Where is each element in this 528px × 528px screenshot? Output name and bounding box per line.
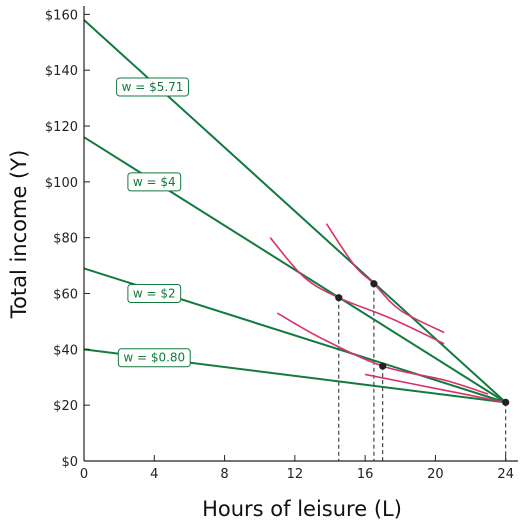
wage-label: w = $0.80 [117, 348, 191, 368]
wage-label: w = $2 [127, 284, 182, 304]
y-tick-label: $160 [45, 8, 78, 23]
optimum-point [379, 362, 387, 370]
budget-lines [83, 19, 507, 404]
x-axis-title: Hours of leisure (L) [202, 497, 402, 521]
y-ticks: $0 $20 $40 $60 $80 $100 $120 $140 $160 [45, 8, 90, 470]
wage-label: w = $4 [127, 172, 182, 192]
wage-label-box [117, 348, 191, 368]
x-tick-label: 12 [287, 467, 304, 482]
y-tick-label: $100 [45, 176, 78, 191]
wage-label-text: w = $5.71 [122, 80, 184, 94]
budget-line [83, 19, 507, 404]
y-tick-label: $140 [45, 64, 78, 79]
x-tick-label: 0 [80, 467, 88, 482]
wage-label-text: w = $4 [133, 175, 176, 189]
x-tick-label: 8 [220, 467, 228, 482]
wage-label-box [127, 284, 182, 304]
axes [83, 6, 518, 462]
x-tick-label: 20 [427, 467, 444, 482]
wage-label-box [127, 172, 182, 192]
y-tick-label: $120 [45, 120, 78, 135]
wage-labels: w = $5.71 w = $4 w = $2 w = $0.80 [116, 77, 191, 368]
wage-label-text: w = $2 [133, 287, 176, 301]
y-axis-title: Total income (Y) [7, 150, 31, 320]
wage-label-box [116, 77, 189, 97]
x-tick-label: 24 [497, 467, 514, 482]
y-tick-label: $0 [61, 455, 78, 470]
indifference-curves [269, 223, 506, 404]
optimum-point [370, 280, 378, 288]
indifference-curve [269, 237, 445, 345]
x-tick-label: 16 [357, 467, 374, 482]
indifference-curve [364, 373, 506, 404]
wage-label: w = $5.71 [116, 77, 189, 97]
guide-lines [338, 283, 507, 461]
optimum-point [335, 294, 343, 302]
y-tick-label: $60 [53, 288, 78, 303]
y-tick-label: $20 [53, 399, 78, 414]
x-ticks: 0 4 8 12 16 20 24 [80, 455, 514, 482]
wage-label-text: w = $0.80 [123, 351, 185, 365]
optimal-points [335, 280, 510, 406]
y-tick-label: $80 [53, 232, 78, 247]
x-tick-label: 4 [150, 467, 158, 482]
optimum-point [502, 398, 510, 406]
y-tick-label: $40 [53, 343, 78, 358]
